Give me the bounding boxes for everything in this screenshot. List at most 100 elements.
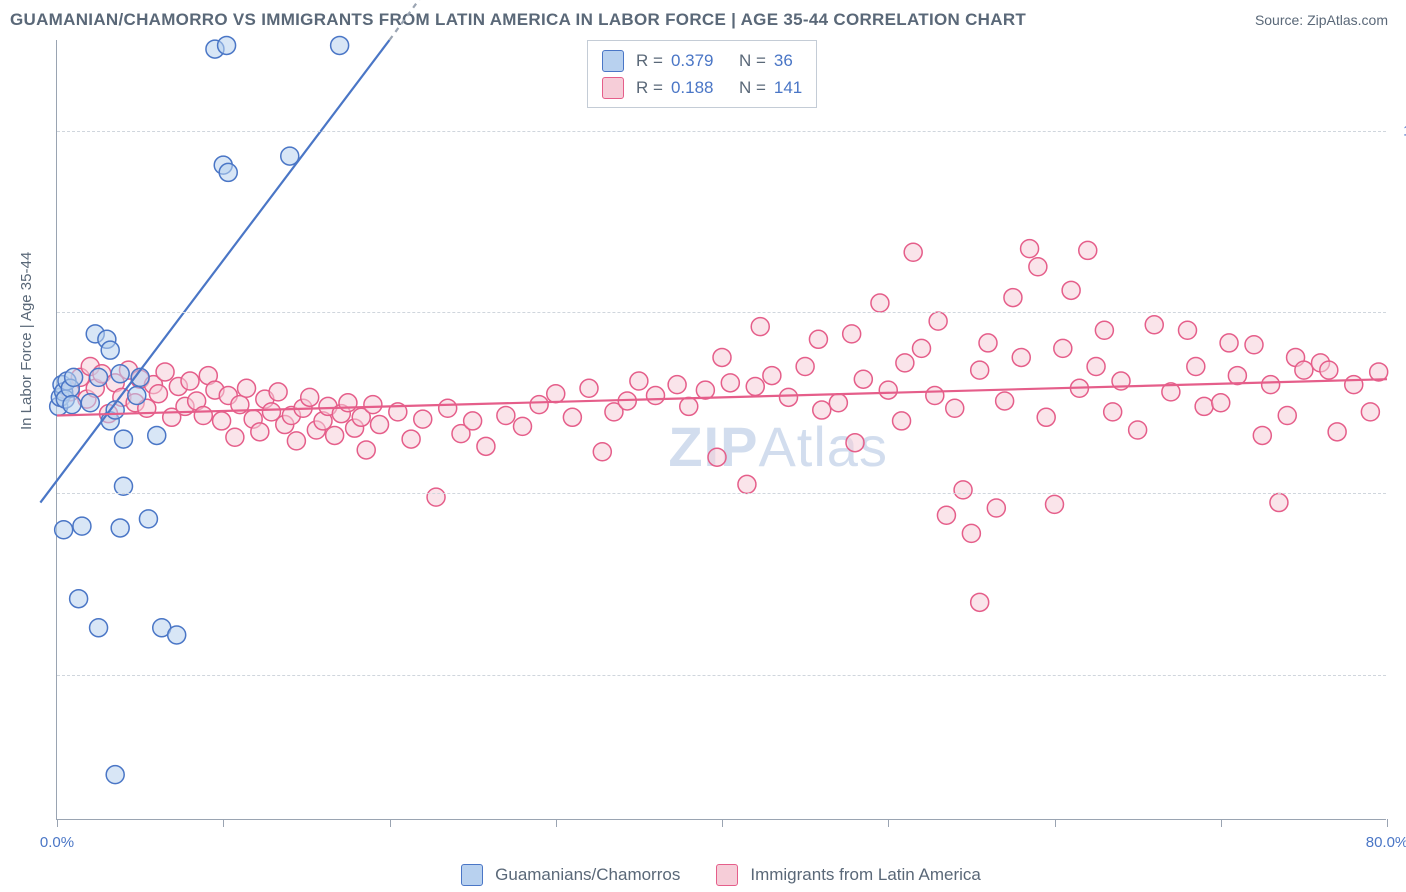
- data-point: [55, 521, 73, 539]
- x-tick: [223, 819, 224, 827]
- data-point: [1087, 358, 1105, 376]
- gridline-h: [57, 493, 1386, 494]
- data-point: [269, 383, 287, 401]
- data-point: [647, 387, 665, 405]
- chart-source: Source: ZipAtlas.com: [1255, 12, 1388, 28]
- data-point: [1295, 361, 1313, 379]
- data-point: [846, 434, 864, 452]
- data-point: [926, 387, 944, 405]
- data-point: [1046, 495, 1064, 513]
- data-point: [896, 354, 914, 372]
- data-point: [708, 448, 726, 466]
- data-point: [1270, 494, 1288, 512]
- data-point: [63, 396, 81, 414]
- data-point: [101, 341, 119, 359]
- data-point: [251, 423, 269, 441]
- data-point: [979, 334, 997, 352]
- data-point: [1012, 348, 1030, 366]
- data-point: [90, 619, 108, 637]
- data-point: [929, 312, 947, 330]
- data-point: [181, 372, 199, 390]
- data-point: [168, 626, 186, 644]
- data-point: [111, 365, 129, 383]
- data-point: [813, 401, 831, 419]
- data-point: [721, 374, 739, 392]
- chart-container: GUAMANIAN/CHAMORRO VS IMMIGRANTS FROM LA…: [0, 0, 1406, 892]
- data-point: [954, 481, 972, 499]
- data-point: [1212, 394, 1230, 412]
- data-point: [1345, 376, 1363, 394]
- data-point: [843, 325, 861, 343]
- data-point: [1021, 240, 1039, 258]
- data-point: [987, 499, 1005, 517]
- data-point: [1220, 334, 1238, 352]
- data-point: [809, 330, 827, 348]
- data-point: [331, 36, 349, 54]
- data-point: [464, 412, 482, 430]
- data-point: [1253, 426, 1271, 444]
- data-point: [139, 510, 157, 528]
- data-point: [1004, 289, 1022, 307]
- x-tick-label: 0.0%: [40, 834, 74, 851]
- data-point: [913, 339, 931, 357]
- data-point: [547, 385, 565, 403]
- y-tick-label: 100.0%: [1394, 122, 1406, 139]
- data-point: [904, 243, 922, 261]
- data-point: [301, 388, 319, 406]
- gridline-h: [57, 131, 1386, 132]
- data-point: [1245, 336, 1263, 354]
- data-point: [156, 363, 174, 381]
- legend-label-blue: Guamanians/Chamorros: [495, 865, 680, 885]
- data-point: [371, 416, 389, 434]
- blue-swatch-icon: [461, 864, 483, 886]
- data-point: [326, 426, 344, 444]
- data-point: [106, 766, 124, 784]
- gridline-h: [57, 675, 1386, 676]
- data-point: [477, 437, 495, 455]
- data-point: [1361, 403, 1379, 421]
- data-point: [70, 590, 88, 608]
- data-point: [65, 368, 83, 386]
- data-point: [893, 412, 911, 430]
- data-point: [128, 387, 146, 405]
- data-point: [364, 396, 382, 414]
- gridline-h: [57, 312, 1386, 313]
- data-point: [213, 412, 231, 430]
- legend-label-pink: Immigrants from Latin America: [750, 865, 981, 885]
- data-point: [971, 593, 989, 611]
- data-point: [879, 381, 897, 399]
- data-point: [1328, 423, 1346, 441]
- data-point: [111, 519, 129, 537]
- data-point: [1145, 316, 1163, 334]
- data-point: [514, 417, 532, 435]
- data-point: [871, 294, 889, 312]
- data-point: [780, 388, 798, 406]
- data-point: [1029, 258, 1047, 276]
- data-point: [149, 385, 167, 403]
- data-point: [668, 376, 686, 394]
- x-tick: [722, 819, 723, 827]
- plot-area: ZIPAtlas R = 0.379 N = 36 R = 0.188 N = …: [56, 40, 1386, 820]
- x-tick: [1387, 819, 1388, 827]
- data-point: [746, 377, 764, 395]
- data-point: [115, 430, 133, 448]
- data-point: [73, 517, 91, 535]
- data-point: [593, 443, 611, 461]
- data-point: [1037, 408, 1055, 426]
- data-point: [1104, 403, 1122, 421]
- y-tick-label: 90.0%: [1394, 304, 1406, 321]
- data-point: [1187, 358, 1205, 376]
- data-point: [1054, 339, 1072, 357]
- data-point: [962, 524, 980, 542]
- data-point: [339, 394, 357, 412]
- data-point: [357, 441, 375, 459]
- data-point: [1095, 321, 1113, 339]
- data-point: [829, 394, 847, 412]
- data-point: [630, 372, 648, 390]
- y-tick-label: 70.0%: [1394, 666, 1406, 683]
- x-tick: [57, 819, 58, 827]
- legend-item-blue: Guamanians/Chamorros: [461, 864, 680, 886]
- data-point: [287, 432, 305, 450]
- data-point: [1179, 321, 1197, 339]
- data-point: [696, 381, 714, 399]
